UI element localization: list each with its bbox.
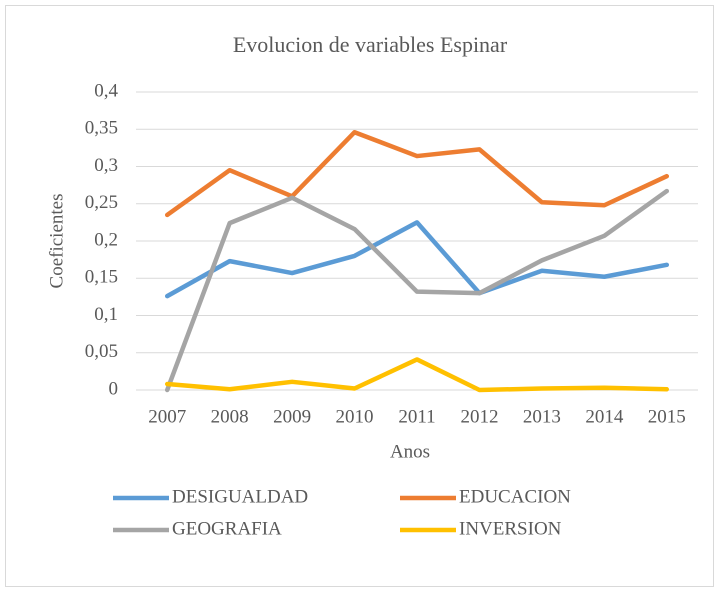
x-tick-label: 2009	[273, 406, 311, 427]
line-series	[164, 129, 670, 218]
chart-title: Evolucion de variables Espinar	[233, 32, 508, 57]
x-axis-label: Anos	[390, 441, 430, 462]
x-tick-label: 2012	[460, 406, 498, 427]
y-tick-label: 0	[109, 378, 119, 399]
line-series	[164, 220, 670, 299]
x-tick-label: 2014	[585, 406, 624, 427]
legend-label: EDUCACION	[459, 486, 571, 507]
y-tick-label: 0,05	[85, 341, 118, 362]
legend-label: DESIGUALDAD	[172, 486, 308, 507]
legend-label: INVERSION	[459, 518, 562, 539]
line-series	[164, 357, 670, 393]
y-tick-label: 0,4	[94, 80, 118, 101]
x-tick-label: 2007	[148, 406, 186, 427]
y-tick-label: 0,15	[85, 267, 118, 288]
legend-label: GEOGRAFIA	[172, 518, 282, 539]
line-series	[164, 188, 670, 393]
y-tick-label: 0,35	[85, 118, 118, 139]
y-axis-label: Coeficientes	[46, 194, 67, 289]
x-tick-label: 2015	[648, 406, 686, 427]
x-tick-label: 2010	[336, 406, 374, 427]
y-tick-label: 0,1	[94, 304, 118, 325]
x-tick-label: 2011	[398, 406, 435, 427]
x-tick-label: 2008	[211, 406, 249, 427]
y-tick-label: 0,3	[94, 155, 118, 176]
chart-border	[5, 5, 714, 587]
y-tick-label: 0,25	[85, 192, 118, 213]
x-tick-label: 2013	[523, 406, 561, 427]
y-tick-label: 0,2	[94, 229, 118, 250]
